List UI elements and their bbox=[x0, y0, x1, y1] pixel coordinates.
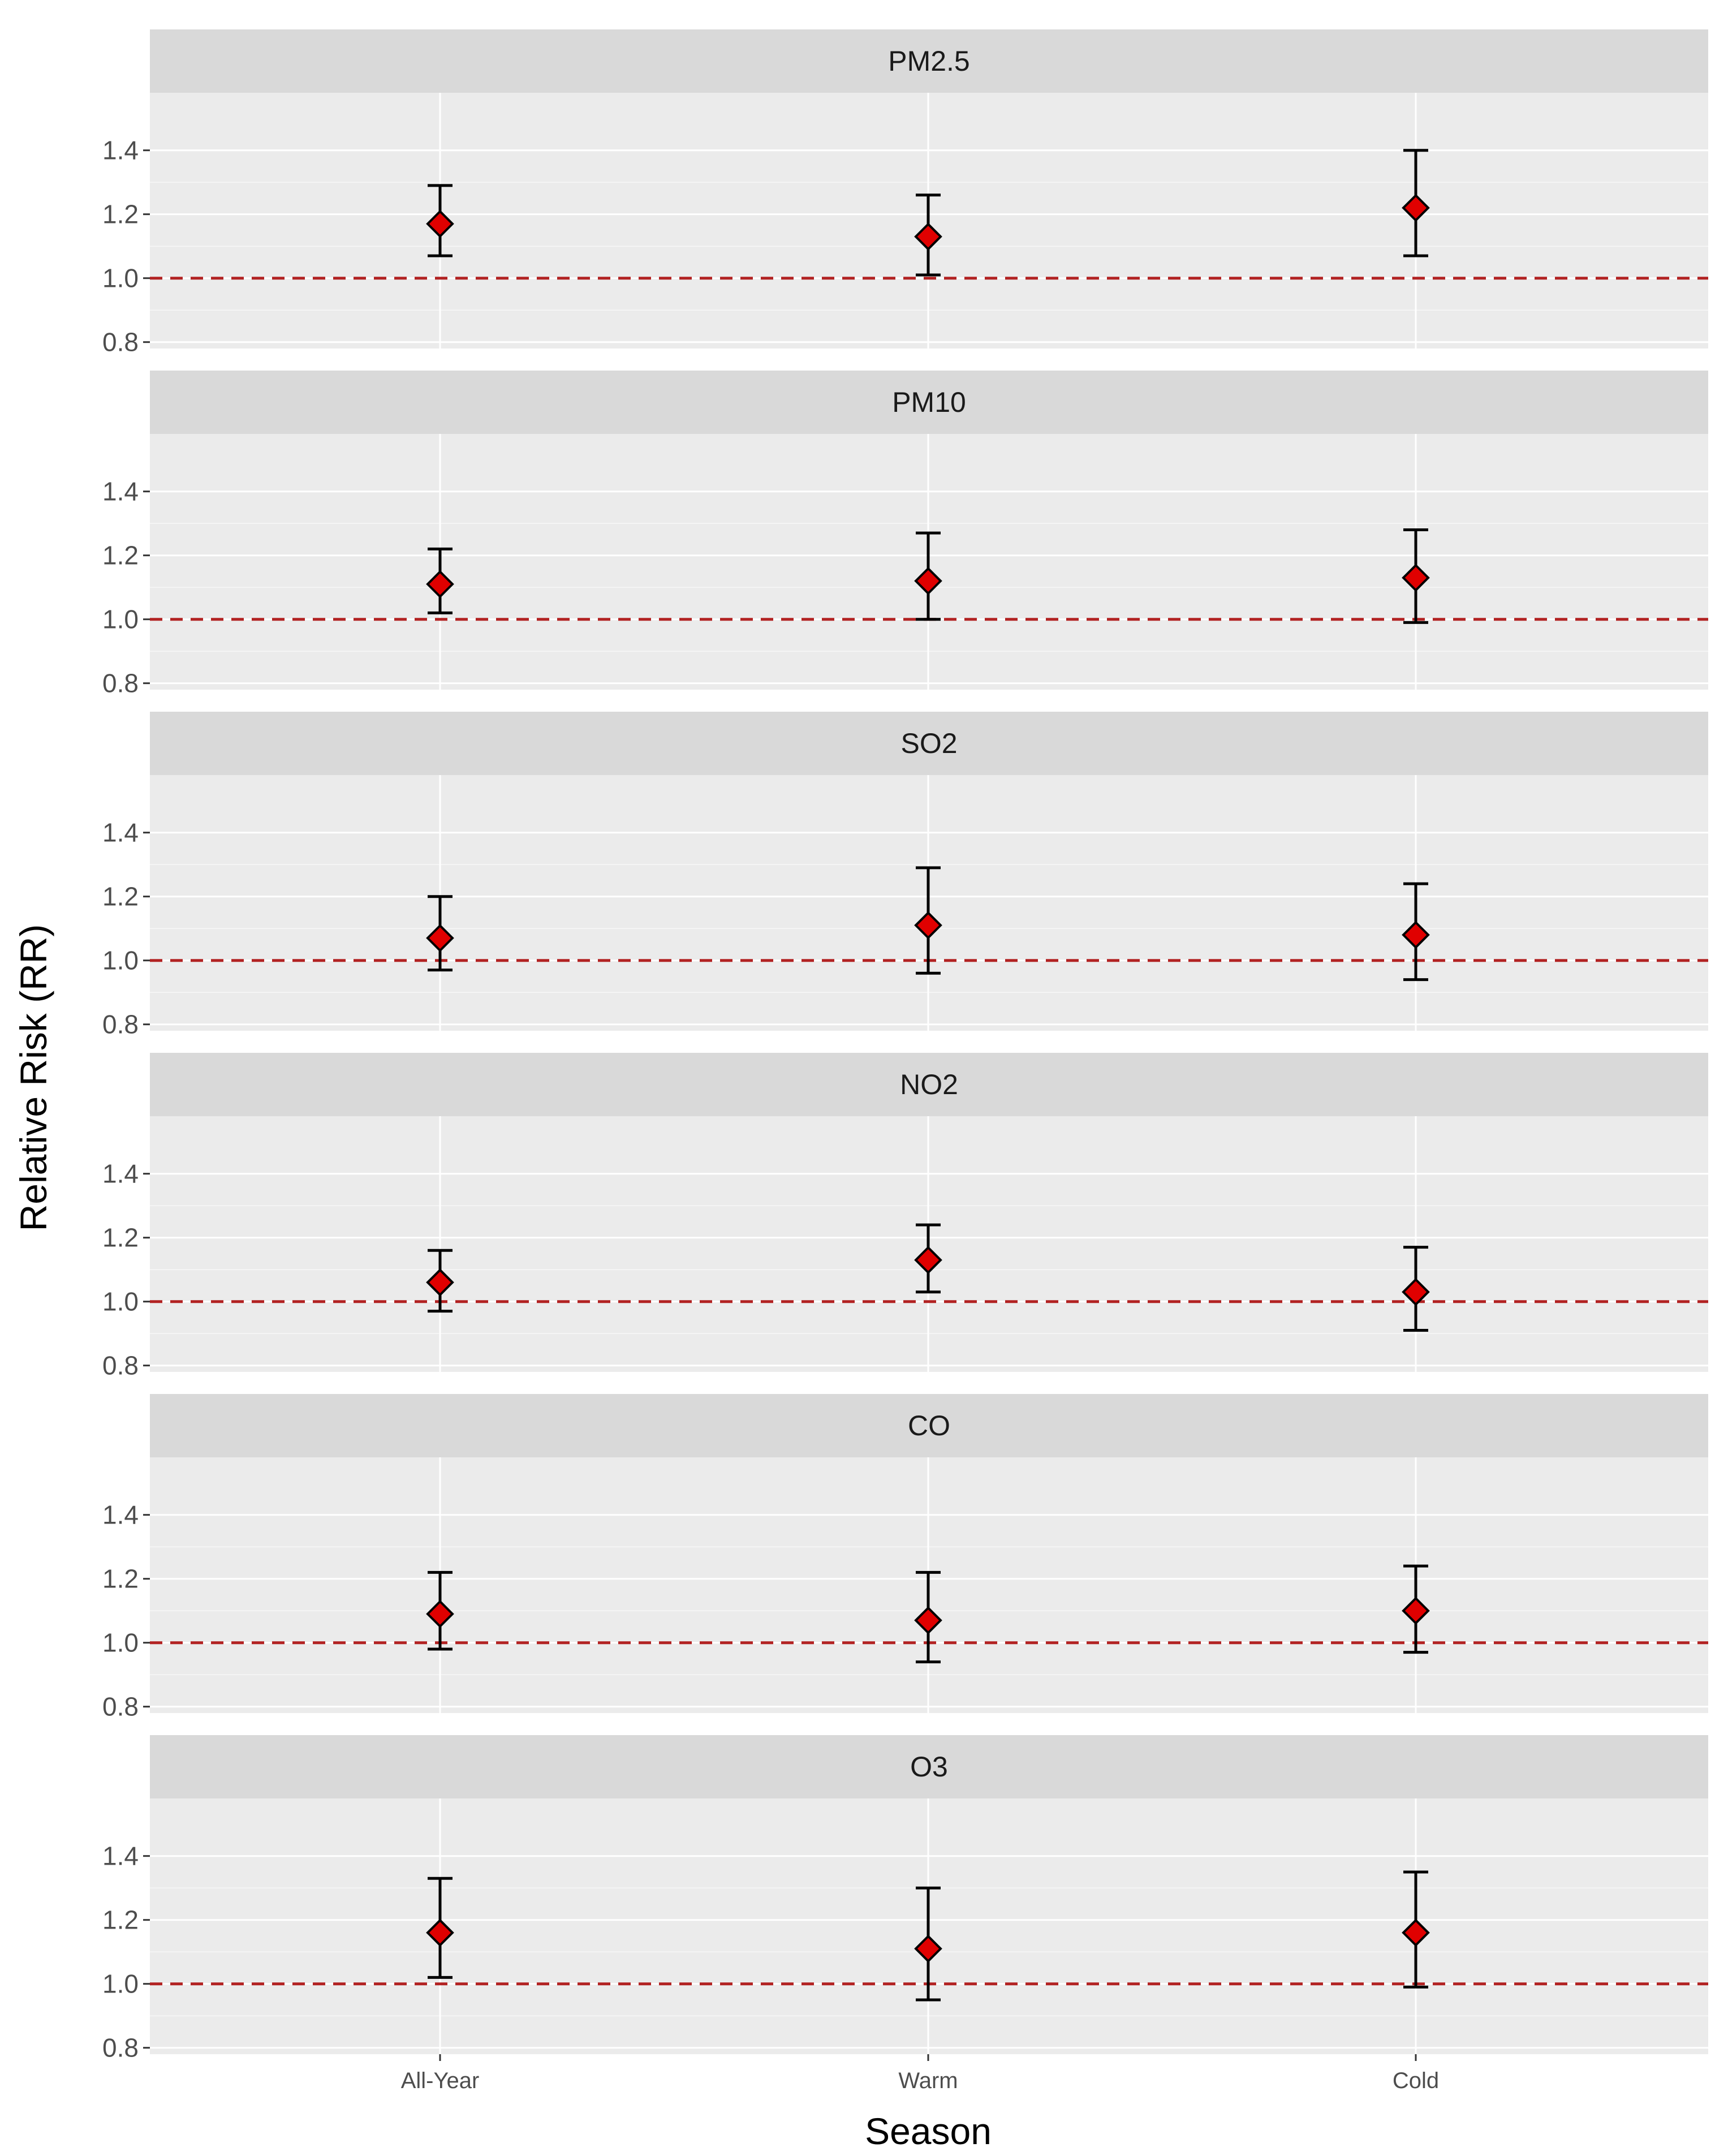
y-tick-label: 0.8 bbox=[102, 2033, 139, 2063]
point-marker bbox=[426, 924, 454, 952]
facet-panels: PM2.5 0.8 1.0 1.2 1.4 PM10 0.8 1.0 1.2 1.4 SO2 0.8 1… bbox=[102, 29, 1708, 2063]
y-tick-label: 1.2 bbox=[102, 1905, 139, 1935]
data-point-cold bbox=[1402, 1564, 1430, 1654]
y-tick-label: 1.2 bbox=[102, 541, 139, 570]
point-marker bbox=[426, 1600, 454, 1628]
y-tick-label: 0.8 bbox=[102, 1351, 139, 1380]
point-marker bbox=[914, 1934, 942, 1963]
point-marker bbox=[426, 1268, 454, 1297]
point-marker bbox=[426, 570, 454, 599]
data-point-warm bbox=[914, 1223, 942, 1294]
y-axis-title: Relative Risk (RR) bbox=[12, 924, 54, 1232]
data-point-warm bbox=[914, 531, 942, 621]
y-tick-label: 1.0 bbox=[102, 1969, 139, 1999]
y-tick-label: 1.2 bbox=[102, 1223, 139, 1253]
facet-strip-label: CO bbox=[908, 1410, 950, 1441]
facet-strip-label: NO2 bbox=[900, 1069, 958, 1100]
facet-strip-label: SO2 bbox=[900, 728, 957, 759]
data-point-cold bbox=[1402, 528, 1430, 624]
point-marker bbox=[1402, 1596, 1430, 1625]
data-point-warm bbox=[914, 1886, 942, 2002]
y-tick-label: 1.4 bbox=[102, 1841, 139, 1871]
data-point-cold bbox=[1402, 1246, 1430, 1332]
data-point-all-year bbox=[426, 1570, 454, 1651]
data-point-all-year bbox=[426, 547, 454, 614]
data-point-all-year bbox=[426, 895, 454, 972]
x-axis: All-Year Warm Cold bbox=[401, 2054, 1439, 2093]
point-marker bbox=[914, 222, 942, 251]
y-tick-label: 0.8 bbox=[102, 1692, 139, 1722]
data-point-all-year bbox=[426, 184, 454, 257]
data-point-warm bbox=[914, 1570, 942, 1664]
point-marker bbox=[426, 1918, 454, 1947]
y-tick-label: 0.8 bbox=[102, 328, 139, 357]
x-axis-title: Season bbox=[865, 2110, 992, 2152]
facet-strip-label: PM10 bbox=[892, 386, 966, 418]
y-tick-label: 1.2 bbox=[102, 882, 139, 911]
point-marker bbox=[426, 209, 454, 238]
y-tick-label: 0.8 bbox=[102, 1010, 139, 1039]
point-marker bbox=[1402, 1277, 1430, 1306]
y-tick-label: 1.0 bbox=[102, 946, 139, 975]
point-marker bbox=[1402, 193, 1430, 222]
point-marker bbox=[914, 911, 942, 940]
y-tick-label: 1.2 bbox=[102, 200, 139, 229]
facet-panel-co: CO 0.8 1.0 1.2 1.4 bbox=[102, 1394, 1708, 1722]
point-marker bbox=[914, 1246, 942, 1275]
facet-strip-label: O3 bbox=[910, 1751, 948, 1783]
y-tick-label: 1.4 bbox=[102, 136, 139, 165]
y-tick-label: 0.8 bbox=[102, 669, 139, 698]
y-tick-label: 1.4 bbox=[102, 1500, 139, 1530]
x-tick-label: All-Year bbox=[401, 2068, 480, 2093]
y-tick-label: 1.0 bbox=[102, 1628, 139, 1658]
facet-panel-pm10: PM10 0.8 1.0 1.2 1.4 bbox=[102, 371, 1708, 698]
facet-strip bbox=[150, 371, 1708, 434]
data-point-all-year bbox=[426, 1249, 454, 1313]
facet-strip-label: PM2.5 bbox=[888, 45, 970, 77]
facet-strip bbox=[150, 712, 1708, 775]
point-marker bbox=[1402, 1918, 1430, 1947]
y-tick-label: 1.4 bbox=[102, 477, 139, 506]
y-tick-label: 1.0 bbox=[102, 264, 139, 293]
data-point-cold bbox=[1402, 149, 1430, 257]
facet-panel-so2: SO2 0.8 1.0 1.2 1.4 bbox=[102, 712, 1708, 1039]
facet-panel-no2: NO2 0.8 1.0 1.2 1.4 bbox=[102, 1053, 1708, 1380]
y-tick-label: 1.4 bbox=[102, 818, 139, 847]
y-tick-label: 1.0 bbox=[102, 605, 139, 634]
y-tick-label: 1.2 bbox=[102, 1564, 139, 1594]
facet-panel-o3: O3 0.8 1.0 1.2 1.4 bbox=[102, 1735, 1708, 2063]
point-marker bbox=[914, 567, 942, 595]
x-tick-label: Warm bbox=[898, 2068, 958, 2093]
x-tick-label: Cold bbox=[1393, 2068, 1439, 2093]
facet-strip bbox=[150, 1394, 1708, 1457]
facet-strip bbox=[150, 1735, 1708, 1798]
data-point-cold bbox=[1402, 1870, 1430, 1989]
point-marker bbox=[1402, 920, 1430, 949]
data-point-cold bbox=[1402, 882, 1430, 982]
facet-strip bbox=[150, 1053, 1708, 1116]
point-marker bbox=[1402, 563, 1430, 592]
facet-panel-pm25: PM2.5 0.8 1.0 1.2 1.4 bbox=[102, 29, 1708, 357]
point-marker bbox=[914, 1606, 942, 1634]
facet-strip bbox=[150, 29, 1708, 93]
y-tick-label: 1.4 bbox=[102, 1159, 139, 1189]
data-point-warm bbox=[914, 866, 942, 975]
data-point-all-year bbox=[426, 1877, 454, 1979]
data-point-warm bbox=[914, 193, 942, 277]
y-tick-label: 1.0 bbox=[102, 1287, 139, 1316]
